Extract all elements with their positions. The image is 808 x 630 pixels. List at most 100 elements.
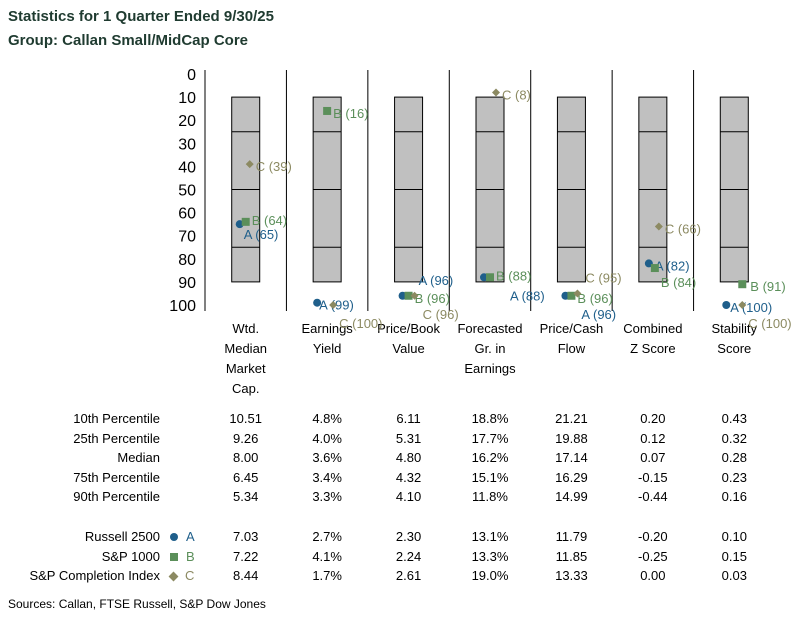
table-cell: 9.26 bbox=[233, 430, 259, 446]
table-cell: 10.51 bbox=[229, 411, 262, 426]
table-cell: 21.21 bbox=[555, 411, 588, 426]
table-cell: 17.14 bbox=[555, 450, 588, 465]
table-cell: 13.3% bbox=[471, 548, 509, 564]
y-tick-label: 20 bbox=[178, 113, 196, 130]
series-c-marker bbox=[492, 88, 500, 97]
table-cell: 0.00 bbox=[640, 568, 666, 583]
table-cell: 3.4% bbox=[312, 469, 342, 485]
y-tick-label: 90 bbox=[178, 275, 196, 292]
category-label: Value bbox=[392, 341, 424, 356]
table-cell: 0.10 bbox=[721, 529, 747, 544]
table-cell: 2.61 bbox=[395, 568, 422, 583]
legend-marker-b: B bbox=[170, 549, 195, 564]
percentile-row-label: 90th Percentile bbox=[73, 489, 160, 504]
series-a-label: A (82) bbox=[655, 258, 690, 273]
table-cell: 11.85 bbox=[555, 548, 588, 564]
index-row-label: Russell 2500 bbox=[84, 529, 160, 544]
y-tick-label: 10 bbox=[178, 90, 196, 107]
series-a-label: A (96) bbox=[419, 273, 454, 288]
table-cell: 8.44 bbox=[233, 568, 259, 583]
table-cell: 13.33 bbox=[555, 568, 588, 583]
y-tick-label: 40 bbox=[178, 159, 196, 176]
y-tick-label: 60 bbox=[178, 206, 196, 223]
series-b-label: B (84) bbox=[661, 275, 696, 290]
percentile-row-label: 10th Percentile bbox=[73, 411, 160, 426]
table-cell: 4.10 bbox=[395, 489, 422, 504]
series-c-label: C (39) bbox=[256, 159, 292, 174]
percentile-row-label: Median bbox=[117, 450, 160, 465]
table-cell: 13.1% bbox=[471, 529, 509, 544]
table-cell: -0.44 bbox=[638, 489, 668, 504]
percentile-row-label: 75th Percentile bbox=[73, 469, 160, 485]
category-label: Z Score bbox=[630, 341, 676, 356]
series-c-label: C (8) bbox=[502, 87, 531, 102]
category-label: Market bbox=[226, 361, 266, 376]
chart-subtitle: Group: Callan Small/MidCap Core bbox=[8, 32, 249, 49]
table-cell: 14.99 bbox=[555, 489, 588, 504]
table-cell: 5.31 bbox=[395, 430, 422, 446]
table-cell: 3.6% bbox=[312, 450, 342, 465]
table-cell: 15.1% bbox=[471, 469, 509, 485]
table-cell: 0.28 bbox=[721, 450, 747, 465]
series-c-marker bbox=[573, 289, 582, 298]
category-label: Price/Book bbox=[377, 321, 440, 336]
series-c-label: C (96) bbox=[423, 307, 459, 322]
table-cell: 4.0% bbox=[312, 430, 342, 446]
series-c-marker bbox=[329, 301, 338, 309]
table-cell: 19.0% bbox=[471, 568, 509, 583]
category-label: Earnings bbox=[464, 361, 516, 376]
table-cell: 19.88 bbox=[555, 430, 588, 446]
series-b-label: B (96) bbox=[577, 291, 612, 306]
table-cell: -0.20 bbox=[638, 529, 668, 544]
series-c-label: C (95) bbox=[585, 270, 621, 285]
table-cell: 0.32 bbox=[721, 430, 747, 446]
table-cell: 4.8% bbox=[312, 411, 342, 426]
table-cell: 7.03 bbox=[233, 529, 259, 544]
table-cell: 17.7% bbox=[471, 430, 509, 446]
table-cell: 4.80 bbox=[395, 450, 422, 465]
table-cell: 0.07 bbox=[640, 450, 666, 465]
series-c-label: C (100) bbox=[339, 316, 382, 331]
table-cell: 0.15 bbox=[721, 548, 747, 564]
series-c-marker bbox=[654, 222, 663, 231]
series-a-marker bbox=[313, 298, 322, 307]
table-cell: 0.43 bbox=[721, 411, 747, 426]
series-c-marker bbox=[245, 160, 254, 169]
table-cell: 16.2% bbox=[471, 450, 509, 465]
table-cell: 16.29 bbox=[555, 469, 588, 485]
category-label: Earnings bbox=[301, 321, 353, 336]
index-row-label: S&P 1000 bbox=[101, 548, 160, 564]
series-c-label: C (100) bbox=[748, 316, 791, 331]
category-label: Forecasted bbox=[457, 321, 522, 336]
series-c-label: C (66) bbox=[665, 221, 701, 236]
series-c-marker bbox=[410, 291, 419, 300]
index-row-label: S&P Completion Index bbox=[29, 568, 160, 583]
table-cell: 0.20 bbox=[640, 411, 666, 426]
table-cell: 6.45 bbox=[233, 469, 259, 485]
category-label: Price/Cash bbox=[540, 321, 604, 336]
table-cell: 2.30 bbox=[395, 529, 422, 544]
table-cell: 11.8% bbox=[472, 489, 508, 504]
y-tick-label: 50 bbox=[178, 183, 196, 200]
percentile-row-label: 25th Percentile bbox=[73, 430, 160, 446]
table-cell: 2.24 bbox=[395, 548, 422, 564]
series-a-label: A (88) bbox=[510, 288, 545, 303]
category-label: Combined bbox=[623, 321, 682, 336]
series-a-label: A (96) bbox=[581, 307, 616, 322]
series-b-label: B (16) bbox=[333, 106, 368, 121]
statistics-table: 10th Percentile 10.51 4.8% 6.11 18.8% 21.21 0.… bbox=[29, 411, 747, 583]
series-b-marker bbox=[650, 264, 659, 273]
chart-title: Statistics for 1 Quarter Ended 9/30/25 bbox=[8, 8, 274, 25]
percentile-chart: 0 10 20 30 40 50 60 70 80 90 100 Wtd. Median Market Ca… bbox=[169, 67, 791, 396]
series-b-marker bbox=[323, 106, 332, 115]
series-b-marker bbox=[738, 280, 747, 289]
legend-marker-a: A bbox=[170, 529, 195, 544]
sources-note: Sources: Callan, FTSE Russell, S&P Dow J… bbox=[8, 597, 266, 611]
table-cell: 5.34 bbox=[233, 489, 259, 504]
series-b-label: B (96) bbox=[415, 291, 450, 306]
legend-marker-c: C bbox=[168, 568, 194, 583]
table-cell: 18.8% bbox=[471, 411, 509, 426]
table-cell: 7.22 bbox=[233, 548, 259, 564]
category-label: Flow bbox=[558, 341, 586, 356]
table-cell: 3.3% bbox=[312, 489, 342, 504]
